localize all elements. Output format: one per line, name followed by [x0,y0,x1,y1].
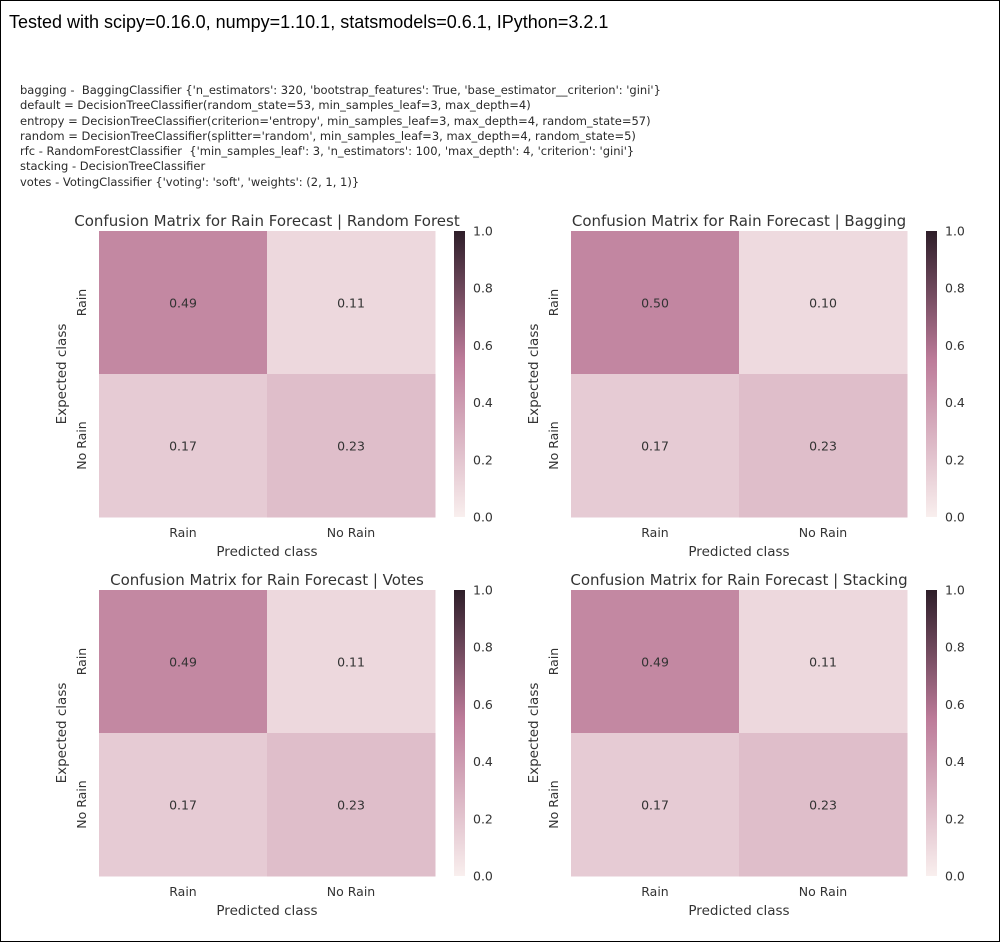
colorbar [454,590,465,876]
note-line-bagging: bagging - BaggingClassifier {'n_estimato… [20,83,661,97]
note-line-rfc: rfc - RandomForestClassifier {'min_sampl… [20,144,635,159]
colorbar-tick-label: 1.0 [945,224,965,239]
heatmap-cell-1-1 [267,374,436,518]
y-tick-label: No Rain [546,780,561,828]
heatmap-cell-1-0 [571,733,740,877]
y-tick-label: No Rain [74,780,89,828]
cell-value-label: 0.49 [169,655,197,670]
colorbar-tick-label: 0.4 [945,395,965,410]
heatmap-cell-0-0 [571,231,740,375]
cell-value-label: 0.50 [641,296,669,311]
colorbar-tick-label: 1.0 [945,583,965,598]
heatmap-cell-1-0 [99,374,268,518]
y-axis-label: Expected class [54,324,70,425]
colorbar-tick-label: 0.0 [945,869,965,884]
cell-value-label: 0.17 [641,439,669,454]
colorbar-tick-label: 0.6 [473,338,493,353]
colorbar-tick-label: 0.8 [473,281,493,296]
x-axis-label: Predicted class [216,544,317,560]
confusion-matrix-figure: Confusion Matrix for Rain Forecast | Ran… [54,212,965,919]
heatmap-cell-1-1 [739,374,908,518]
cell-value-label: 0.11 [337,655,365,670]
cell-value-label: 0.23 [809,439,837,454]
heatmap-cell-0-0 [99,590,268,734]
x-tick-label: Rain [641,884,668,899]
x-tick-label: Rain [169,525,196,540]
cell-value-label: 0.11 [337,296,365,311]
colorbar-tick-label: 0.6 [473,697,493,712]
colorbar-tick-label: 0.0 [945,510,965,525]
cell-value-label: 0.23 [809,798,837,813]
y-tick-label: Rain [546,648,561,675]
colorbar-tick-label: 1.0 [473,583,493,598]
colorbar [926,590,937,876]
x-tick-label: No Rain [799,525,847,540]
colorbar-tick-label: 0.2 [473,452,493,467]
cell-value-label: 0.10 [809,296,837,311]
heatmap-cell-0-1 [739,231,908,375]
chart-title: Confusion Matrix for Rain Forecast | Vot… [110,571,424,589]
colorbar [926,231,937,517]
x-tick-label: No Rain [327,525,375,540]
cell-value-label: 0.23 [337,439,365,454]
cell-value-label: 0.17 [169,439,197,454]
heatmap-cell-0-1 [267,231,436,375]
note-line-random: random = DecisionTreeClassifier(splitter… [20,128,636,143]
x-axis-label: Predicted class [216,903,317,919]
cell-value-label: 0.23 [337,798,365,813]
cell-value-label: 0.49 [641,655,669,670]
colorbar-tick-label: 0.0 [473,510,493,525]
colorbar-tick-label: 0.8 [945,281,965,296]
heatmap-cell-1-0 [99,733,268,877]
y-axis-label: Expected class [54,683,70,784]
colorbar-tick-label: 0.6 [945,697,965,712]
heatmap-cell-0-0 [571,590,740,734]
y-axis-label: Expected class [526,683,542,784]
colorbar [454,231,465,517]
cell-value-label: 0.17 [641,798,669,813]
y-tick-label: Rain [74,289,89,316]
colorbar-tick-label: 1.0 [473,224,493,239]
y-axis-label: Expected class [526,324,542,425]
x-tick-label: Rain [641,525,668,540]
y-tick-label: Rain [74,648,89,675]
heatmap-cell-0-0 [99,231,268,375]
heatmap-cell-1-1 [739,733,908,877]
cell-value-label: 0.49 [169,296,197,311]
heatmap-cell-0-1 [267,590,436,734]
colorbar-tick-label: 0.2 [945,811,965,826]
chart-title: Confusion Matrix for Rain Forecast | Sta… [570,571,907,589]
x-tick-label: Rain [169,884,196,899]
y-tick-label: No Rain [74,421,89,469]
chart-title: Confusion Matrix for Rain Forecast | Bag… [572,212,906,230]
colorbar-tick-label: 0.4 [473,754,493,769]
colorbar-tick-label: 0.8 [945,640,965,655]
note-line-stacking: stacking - DecisionTreeClassifier [20,159,206,174]
versions-header: Tested with scipy=0.16.0, numpy=1.10.1, … [9,12,609,32]
heatmap-cell-1-0 [571,374,740,518]
note-line-votes: votes - VotingClassifier {'voting': 'sof… [20,174,360,189]
colorbar-tick-label: 0.4 [473,395,493,410]
y-tick-label: Rain [546,289,561,316]
y-tick-label: No Rain [546,421,561,469]
x-tick-label: No Rain [327,884,375,899]
colorbar-tick-label: 0.2 [945,452,965,467]
chart-title: Confusion Matrix for Rain Forecast | Ran… [74,212,460,230]
x-axis-label: Predicted class [688,544,789,560]
colorbar-tick-label: 0.8 [473,640,493,655]
colorbar-tick-label: 0.6 [945,338,965,353]
colorbar-tick-label: 0.0 [473,869,493,884]
heatmap-cell-1-1 [267,733,436,877]
classifier-notes: bagging - BaggingClassifier {'n_estimato… [20,83,661,190]
note-line-entropy: entropy = DecisionTreeClassifier(criteri… [20,113,651,128]
cell-value-label: 0.17 [169,798,197,813]
heatmap-cell-0-1 [739,590,908,734]
x-axis-label: Predicted class [688,903,789,919]
note-line-default: default = DecisionTreeClassifier(random_… [20,98,531,113]
cell-value-label: 0.11 [809,655,837,670]
x-tick-label: No Rain [799,884,847,899]
colorbar-tick-label: 0.2 [473,811,493,826]
colorbar-tick-label: 0.4 [945,754,965,769]
